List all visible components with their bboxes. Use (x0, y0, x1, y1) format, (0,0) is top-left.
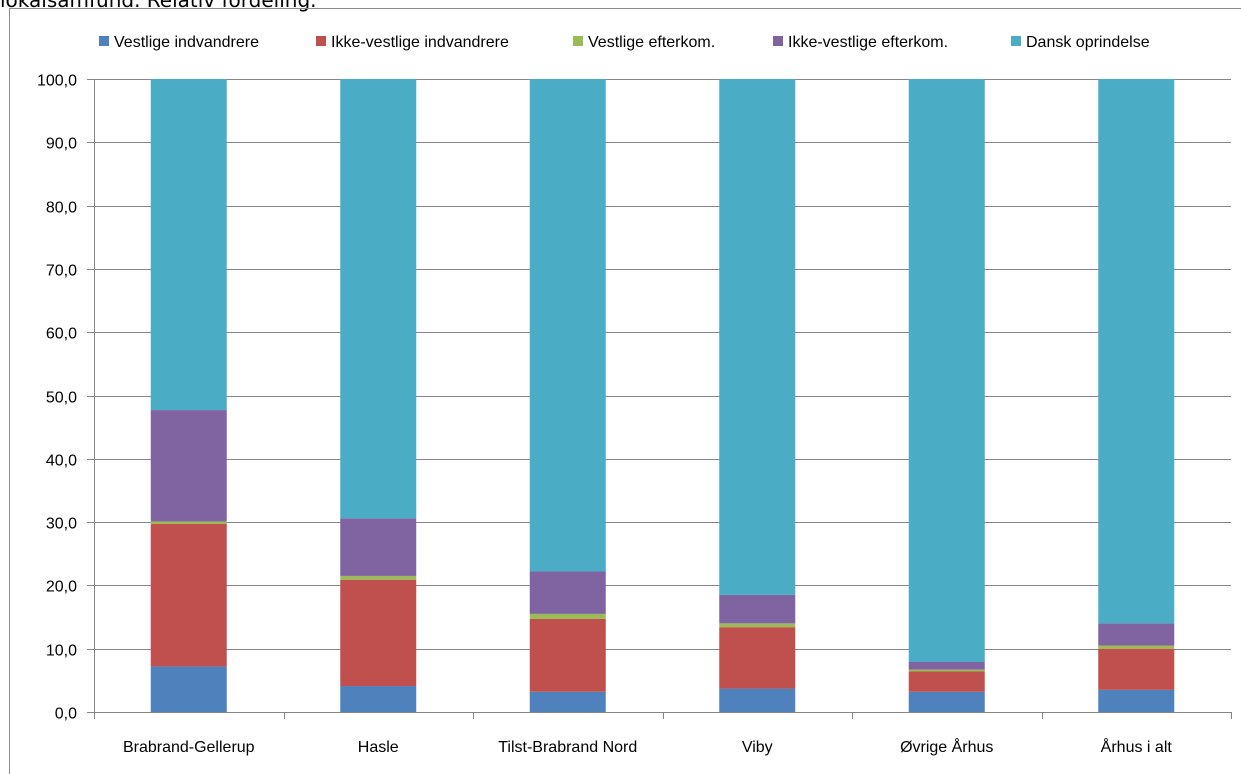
y-tick-label: 60,0 (46, 326, 77, 343)
y-tick-label: 0,0 (55, 706, 77, 723)
bar-segment (908, 671, 985, 692)
bar-segment (719, 79, 796, 595)
bar-segment (1098, 623, 1175, 646)
x-tick-labels: Brabrand-Gellerup Hasle Tilst-Brabrand Nor… (123, 737, 1172, 756)
legend-swatch (316, 36, 326, 46)
bar-segment (1098, 79, 1175, 624)
chart-caption: lokalsamfund. Relativ fordeling. (0, 0, 317, 12)
bar-segment (529, 613, 606, 619)
bar-segment (1098, 645, 1175, 649)
bar-segment (719, 627, 796, 689)
y-tick-label: 90,0 (46, 136, 77, 153)
bar-segment (908, 79, 985, 662)
bar-segment (529, 618, 606, 692)
y-tick-label: 10,0 (46, 643, 77, 660)
legend-label: Ikke-vestlige indvandrere (331, 34, 509, 51)
bar-segment (150, 523, 227, 667)
legend-label: Vestlige indvandrere (114, 34, 259, 51)
bar-segment (908, 691, 985, 712)
legend-swatch (1011, 36, 1021, 46)
bar-segment (150, 79, 227, 411)
bar-segment (529, 79, 606, 572)
legend-swatch (99, 36, 109, 46)
legend-label: Ikke-vestlige efterkom. (788, 34, 948, 51)
legend-swatch (773, 36, 783, 46)
legend-label: Vestlige efterkom. (588, 34, 715, 51)
y-tick-labels: 0,0 10,0 20,0 30,0 40,0 50,0 60,0 70,0 80,0 90,0 1… (37, 73, 77, 723)
legend: Vestlige indvandrere Ikke-vestlige indvan… (99, 34, 1150, 51)
y-tick-label: 100,0 (37, 73, 77, 90)
y-tick-label: 70,0 (46, 263, 77, 280)
x-tick-label: Øvrige Århus (900, 737, 993, 756)
y-tick-label: 80,0 (46, 200, 77, 217)
chart-frame (9, 8, 1241, 774)
y-tick-label: 40,0 (46, 453, 77, 470)
bar-segment (150, 521, 227, 524)
axes (87, 79, 1232, 719)
bar-segment (1098, 648, 1175, 690)
bars (150, 79, 1175, 712)
bar-segment (150, 666, 227, 712)
bar-segment (340, 579, 417, 687)
bar-segment (908, 669, 985, 672)
x-tick-label: Århus i alt (1101, 737, 1173, 756)
bar-segment (719, 688, 796, 712)
bar-segment (340, 686, 417, 712)
bar-segment (719, 594, 796, 624)
bar-segment (150, 410, 227, 522)
bar-segment (340, 575, 417, 580)
bar-segment (1098, 689, 1175, 712)
gridlines (94, 79, 1231, 650)
x-tick-label: Tilst-Brabrand Nord (498, 739, 637, 756)
bar-segment (908, 661, 985, 670)
x-tick-label: Hasle (358, 739, 399, 756)
legend-label: Dansk oprindelse (1026, 34, 1150, 51)
legend-swatch (573, 36, 583, 46)
y-tick-label: 50,0 (46, 390, 77, 407)
bar-segment (529, 691, 606, 712)
y-tick-label: 30,0 (46, 516, 77, 533)
x-tick-label: Brabrand-Gellerup (123, 739, 255, 756)
bar-segment (529, 571, 606, 614)
x-tick-label: Viby (742, 739, 773, 756)
bar-segment (719, 623, 796, 628)
bar-segment (340, 79, 417, 519)
bar-segment (340, 518, 417, 576)
y-tick-label: 20,0 (46, 579, 77, 596)
